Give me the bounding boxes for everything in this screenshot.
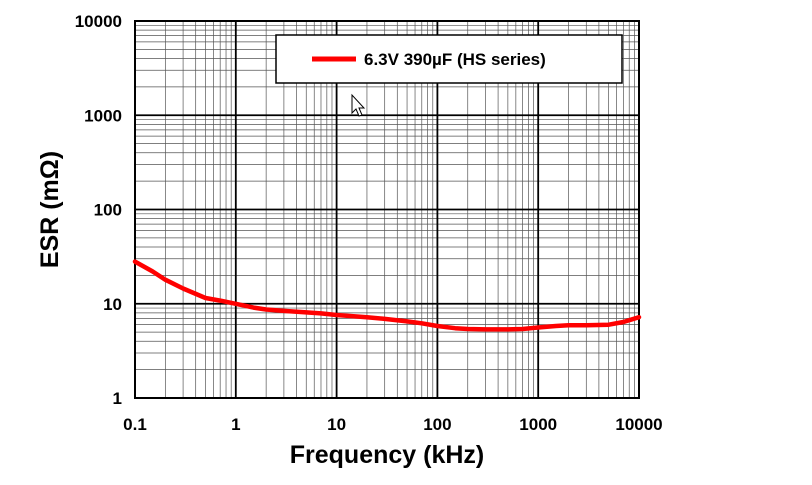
y-tick-label: 1000 bbox=[84, 106, 122, 125]
legend-label: 6.3V 390µF (HS series) bbox=[364, 50, 546, 69]
x-tick-label: 0.1 bbox=[123, 415, 147, 434]
y-tick-label: 100 bbox=[94, 201, 122, 220]
y-tick-labels: 1 10 100 1000 10000 bbox=[75, 12, 122, 408]
y-tick-label: 10000 bbox=[75, 12, 122, 31]
mouse-cursor-icon bbox=[351, 93, 366, 117]
x-tick-label: 1000 bbox=[519, 415, 557, 434]
x-tick-labels: 0.1 1 10 100 1000 10000 bbox=[123, 415, 662, 434]
x-tick-label: 1 bbox=[231, 415, 240, 434]
series-layer bbox=[132, 259, 642, 332]
x-tick-label: 10000 bbox=[615, 415, 662, 434]
plot-frame bbox=[134, 20, 640, 399]
legend: 6.3V 390µF (HS series) bbox=[275, 34, 623, 84]
x-tick-label: 10 bbox=[327, 415, 346, 434]
y-tick-label: 1 bbox=[113, 389, 122, 408]
series-line bbox=[132, 259, 642, 332]
x-tick-label: 100 bbox=[423, 415, 451, 434]
x-axis-title: Frequency (kHz) bbox=[290, 441, 484, 469]
y-tick-label: 10 bbox=[103, 295, 122, 314]
y-axis-title: ESR (mΩ) bbox=[36, 151, 64, 268]
